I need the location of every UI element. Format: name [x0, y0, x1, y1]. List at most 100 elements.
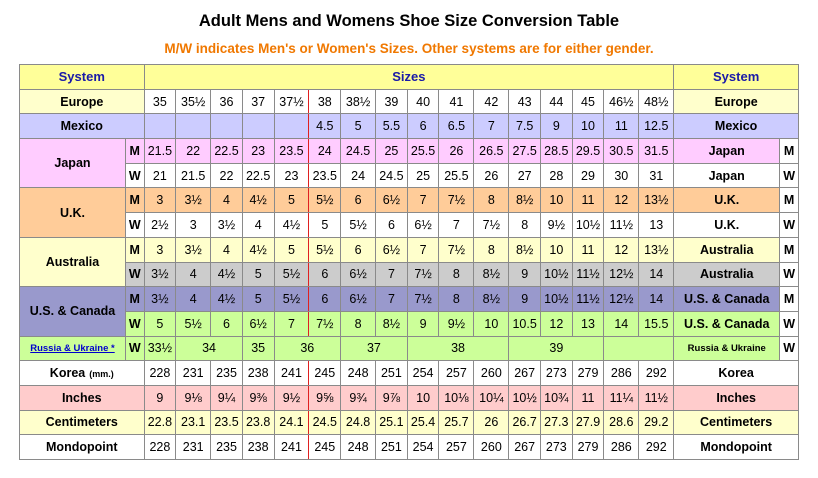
size-cell: 254 [406, 434, 440, 460]
size-cell: 9½ [540, 212, 573, 238]
size-cell: 8 [508, 212, 541, 238]
us-women-row: W 5 5½ 6 6½ 7 7½ 8 8½ 9 9½ 10 10.5 12 13 14 15.5 U.S. & C… [20, 310, 799, 337]
size-cell: 24.5 [308, 409, 342, 436]
row-label: U.S. & Canada [19, 286, 126, 337]
europe-row: Europe 35 35½ 36 37 37½ 38 38½ 39 40 41 42 43 44 45 46½… [19, 88, 799, 115]
row-label: Mexico [19, 113, 145, 140]
size-cell: 23.8 [241, 409, 275, 436]
size-cell: 23.1 [175, 409, 212, 436]
size-cell: 39 [508, 335, 605, 362]
size-cell: 24.5 [340, 138, 377, 164]
row-label-right: Russia & Ukraine [673, 335, 781, 362]
size-cell: 241 [273, 360, 310, 386]
size-cell: 22.5 [241, 162, 275, 189]
size-cell: 48½ [638, 88, 675, 115]
size-cell: 9 [540, 113, 573, 140]
size-cell: 23 [241, 138, 275, 164]
size-cell: 8½ [508, 187, 541, 214]
size-cell: 5 [241, 261, 275, 288]
size-cell: 27.3 [540, 409, 573, 436]
size-cell: 286 [603, 360, 640, 386]
size-cell: 10¾ [540, 384, 573, 411]
size-cell: 260 [473, 434, 510, 460]
size-cell: 11½ [571, 286, 605, 312]
size-cell: 8 [473, 236, 510, 263]
size-cell: 4 [241, 212, 275, 238]
australia-women-row: W 3½ 4 4½ 5 5½ 6 6½ 7 7½ 8 8½ 9 10½ 11½ 12½ 14 Australia W [20, 261, 799, 288]
row-label-right: Japan [673, 138, 781, 164]
size-cell: 8½ [473, 261, 510, 288]
size-cell: 7 [375, 286, 408, 312]
size-cell: 4½ [210, 261, 243, 288]
size-cell: 260 [473, 360, 510, 386]
size-cell: 7 [406, 236, 440, 263]
size-cell: 10½ [571, 212, 605, 238]
size-cell: 10.5 [508, 310, 541, 337]
size-cell: 37 [241, 88, 275, 115]
size-cell: 5 [308, 212, 342, 238]
size-cell: 9⅞ [375, 384, 408, 411]
gender-tag-right: W [779, 261, 799, 288]
size-cell: 279 [571, 360, 605, 386]
size-cell: 24 [340, 162, 377, 189]
size-cell: 7 [473, 113, 510, 140]
size-cell: 26 [473, 409, 510, 436]
row-label: U.K. [19, 187, 126, 238]
size-cell: 8 [438, 261, 475, 288]
row-label: Japan [19, 138, 126, 189]
size-cell: 30 [603, 162, 640, 189]
size-cell: 12 [603, 187, 640, 214]
size-cell: 4 [175, 261, 212, 288]
size-cell: 5½ [308, 236, 342, 263]
uk-men-row: U.K. M 3 3½ 4 4½ 5 5½ 6 6½ 7 7½ 8 8½ 10 11 12 13½ U.K. M [19, 187, 799, 238]
size-cell: 9 [508, 261, 541, 288]
size-cell [175, 113, 212, 140]
size-cell: 35 [143, 88, 177, 115]
size-cell: 6½ [375, 187, 408, 214]
size-cell: 10 [571, 113, 605, 140]
size-cell: 6 [406, 113, 440, 140]
row-label-right: U.K. [673, 187, 781, 214]
size-cell: 31.5 [638, 138, 675, 164]
size-cell: 25.1 [375, 409, 408, 436]
size-cell: 8 [438, 286, 475, 312]
size-cell: 4½ [210, 286, 243, 312]
size-cell: 10 [540, 187, 573, 214]
size-cell: 5 [273, 236, 310, 263]
size-cell: 6½ [406, 212, 440, 238]
size-cell: 12½ [603, 261, 640, 288]
japan-men-row: Japan M 21.5 22 22.5 23 23.5 24 24.5 25 25.5 26 26.5… [19, 138, 799, 189]
size-cell: 6 [375, 212, 408, 238]
size-cell: 46½ [603, 88, 640, 115]
size-cell: 37 [340, 335, 408, 362]
size-cell: 25.4 [406, 409, 440, 436]
size-cell: 7 [406, 187, 440, 214]
gender-tag: M [124, 187, 145, 214]
gender-tag: W [124, 212, 145, 238]
page-subtitle: M/W indicates Men's or Women's Sizes. Ot… [164, 41, 654, 56]
size-cell: 286 [603, 434, 640, 460]
size-cell: 267 [508, 360, 541, 386]
size-cell: 11½ [571, 261, 605, 288]
size-cell: 254 [406, 360, 440, 386]
australia-men-row: Australia M 3 3½ 4 4½ 5 5½ 6 6½ 7 7½ 8 8½ 10 11 12 13½ Aus… [19, 236, 799, 288]
size-cell: 25.7 [438, 409, 475, 436]
size-cell: 9 [143, 384, 177, 411]
gender-tag: M [124, 286, 145, 312]
russia-ukraine-link[interactable]: Russia & Ukraine * [19, 335, 126, 362]
size-cell: 10¼ [473, 384, 510, 411]
size-cell: 292 [638, 360, 675, 386]
size-cell: 27 [508, 162, 541, 189]
size-cell: 10 [540, 236, 573, 263]
size-cell: 11½ [603, 212, 640, 238]
page-title: Adult Mens and Womens Shoe Size Conversi… [198, 12, 620, 30]
size-cell: 257 [438, 434, 475, 460]
size-cell: 267 [508, 434, 541, 460]
row-label-right: Mondopoint [673, 434, 799, 460]
row-label-right: Mexico [673, 113, 799, 140]
size-cell: 6 [308, 286, 342, 312]
size-cell: 5½ [340, 212, 377, 238]
size-cell: 7 [438, 212, 475, 238]
gender-tag-right: W [779, 212, 799, 238]
size-cell: 15.5 [638, 310, 675, 337]
